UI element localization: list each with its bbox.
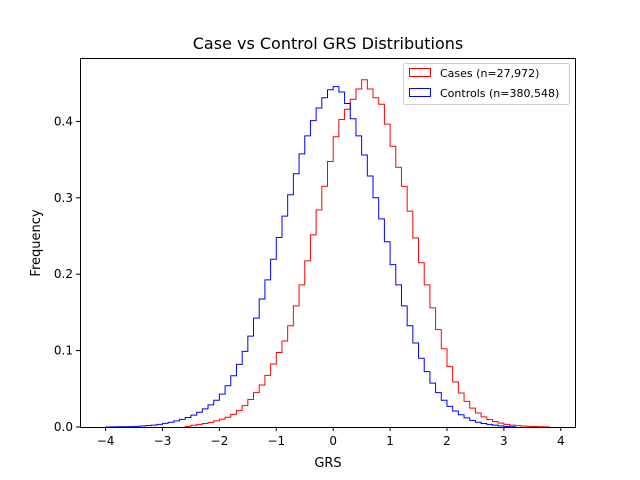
x-axis-ticks: −4 −3 −2 −1 0 1 2 3 4 [97,427,565,448]
y-tick-label: 0.3 [54,191,73,205]
y-tick-label: 0.0 [54,420,73,434]
legend: Cases (n=27,972) Controls (n=380,548) [403,63,570,105]
legend-label-controls: Controls (n=380,548) [440,87,559,100]
x-tick-label: 3 [500,434,508,448]
chart-title: Case vs Control GRS Distributions [193,34,464,53]
legend-frame [403,63,570,105]
plot-frame [80,58,576,428]
y-axis-ticks: 0.0 0.1 0.2 0.3 0.4 [54,114,80,434]
legend-swatch-cases [409,68,431,77]
x-tick-label: 2 [443,434,451,448]
series-layer [105,79,550,428]
x-tick-label: 0 [329,434,337,448]
x-tick-label: −4 [97,434,115,448]
x-axis-label: GRS [314,456,341,471]
y-axis-label: Frequency [29,209,44,276]
x-tick-label: −3 [154,434,172,448]
legend-label-cases: Cases (n=27,972) [440,67,539,80]
y-tick-label: 0.2 [54,267,73,281]
x-tick-label: 1 [386,434,394,448]
y-tick-label: 0.4 [54,114,73,128]
x-tick-label: −1 [267,434,285,448]
x-tick-label: −2 [211,434,229,448]
series-step-cases [184,79,550,428]
x-tick-label: 4 [557,434,565,448]
y-tick-label: 0.1 [54,344,73,358]
series-step-controls [105,86,516,428]
legend-swatch-controls [409,88,431,97]
